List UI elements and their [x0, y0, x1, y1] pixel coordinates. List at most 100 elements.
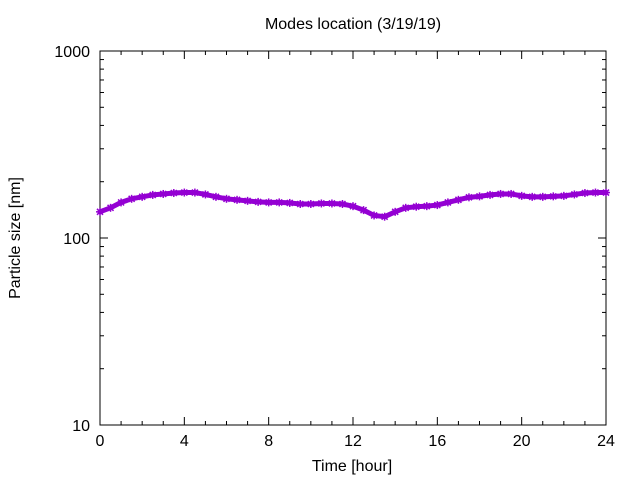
data-point [391, 207, 400, 216]
data-point-mark [170, 189, 178, 197]
data-point [127, 194, 136, 203]
minor-ticks [100, 51, 606, 425]
data-point-mark [360, 206, 368, 214]
data-point [570, 190, 579, 199]
x-tick-label: 8 [264, 433, 273, 450]
data-point-mark [370, 211, 378, 219]
data-point-mark [402, 204, 410, 212]
data-point [370, 211, 379, 220]
x-tick-label: 12 [344, 433, 362, 450]
data-point [306, 200, 315, 208]
data-point-mark [454, 196, 462, 204]
data-point-mark [528, 193, 536, 201]
data-point [496, 189, 505, 198]
data-point [190, 188, 199, 197]
data-point-mark [317, 199, 325, 207]
data-point-mark [265, 198, 273, 206]
data-point-mark [338, 200, 346, 208]
x-tick-label: 0 [96, 433, 105, 450]
data-point-mark [412, 203, 420, 211]
data-point-mark [128, 195, 136, 203]
data-point-mark [212, 193, 220, 201]
data-point [243, 196, 252, 205]
data-point [317, 199, 326, 208]
data-point [211, 192, 220, 201]
data-point-mark [433, 201, 441, 209]
data-point [559, 191, 568, 200]
data-point-mark [591, 189, 599, 197]
y-tick-label: 10 [72, 418, 90, 435]
data-point [275, 198, 284, 207]
data-point-mark [159, 190, 167, 198]
data-point-mark [602, 189, 610, 197]
plot-frame [99, 50, 607, 426]
data-point [591, 188, 600, 197]
x-axis-label: Time [hour] [312, 458, 392, 475]
x-tick-label: 16 [428, 433, 446, 450]
data-point-mark [191, 189, 199, 197]
data-point-mark [275, 198, 283, 206]
data-point-mark [286, 199, 294, 207]
data-point-mark [201, 190, 209, 198]
y-tick-label: 1000 [54, 44, 90, 61]
data-point [106, 203, 115, 212]
y-axis-label: Particle size [nm] [7, 177, 24, 299]
data-point-mark [391, 208, 399, 216]
data-point-mark [96, 208, 104, 216]
data-point-mark [560, 192, 568, 200]
data-point [159, 189, 168, 198]
data-point-mark [328, 199, 336, 207]
data-point [443, 198, 452, 207]
data-point-mark [486, 191, 494, 199]
data-point [475, 192, 484, 201]
data-point-mark [518, 192, 526, 200]
x-tick-label: 4 [180, 433, 189, 450]
data-point [517, 191, 526, 200]
data-point [422, 202, 431, 211]
data-point-mark [349, 202, 357, 210]
data-point-mark [497, 190, 505, 198]
data-point [296, 200, 305, 208]
data-point-mark [149, 191, 157, 199]
data-point [538, 192, 547, 201]
data-point-mark [444, 198, 452, 206]
data-point-mark [107, 204, 115, 212]
data-point [138, 192, 147, 201]
data-point-mark [233, 196, 241, 204]
data-point [528, 192, 537, 201]
data-point-mark [465, 193, 473, 201]
data-point [254, 197, 263, 206]
data-point-mark [581, 189, 589, 197]
data-point [401, 203, 410, 212]
major-ticks [99, 50, 607, 426]
series-layer [96, 188, 610, 221]
data-point-mark [138, 193, 146, 201]
data-point-mark [254, 198, 262, 206]
chart-title: Modes location (3/19/19) [265, 16, 441, 33]
data-point [359, 206, 368, 215]
data-point [222, 194, 231, 203]
data-point-mark [307, 200, 315, 208]
data-point-mark [549, 192, 557, 200]
data-point [464, 193, 473, 202]
data-point [117, 198, 126, 207]
data-point [433, 201, 442, 210]
data-point [169, 189, 178, 198]
data-point-mark [117, 198, 125, 206]
data-point [148, 190, 157, 199]
data-point [180, 188, 189, 197]
data-point [549, 192, 558, 201]
data-point [580, 189, 589, 198]
y-tick-labels: 10 100 1000 [54, 44, 90, 435]
data-point-mark [244, 197, 252, 205]
data-point-mark [381, 213, 389, 221]
data-point-mark [475, 192, 484, 200]
y-tick-label: 100 [63, 231, 90, 248]
data-point [380, 212, 389, 221]
data-point [338, 200, 347, 208]
data-point [327, 199, 336, 208]
data-point-mark [180, 189, 188, 197]
data-point [233, 195, 242, 204]
data-point [96, 207, 104, 216]
